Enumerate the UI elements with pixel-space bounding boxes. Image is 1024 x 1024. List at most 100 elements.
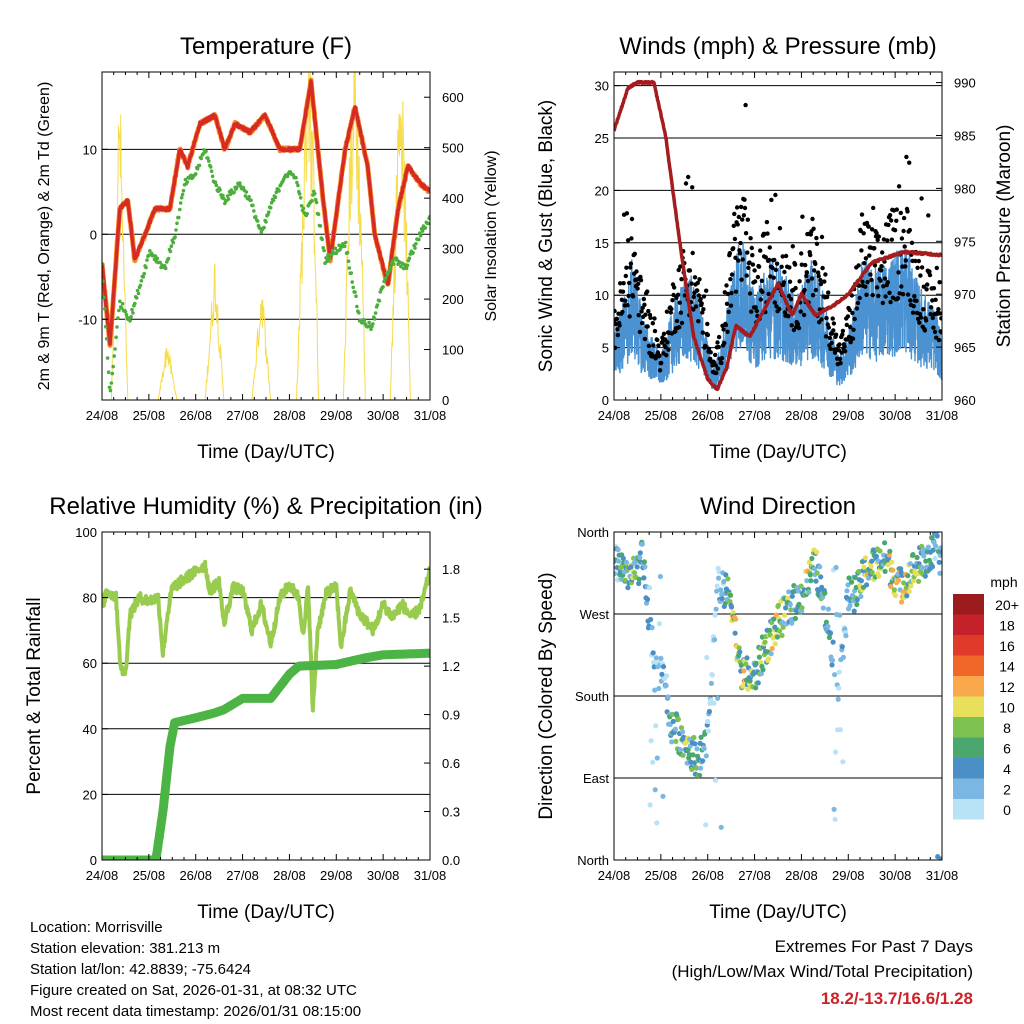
y-axis-label: Sonic Wind & Gust (Blue, Black) [536, 100, 557, 372]
gust-point [899, 236, 905, 241]
gust-point [648, 315, 653, 320]
wind-direction-point [936, 559, 942, 565]
gust-point [745, 217, 750, 222]
2m-dewpoint-point [349, 271, 354, 275]
gust-point [922, 328, 928, 333]
wind-direction-point [743, 661, 749, 667]
y2-tick-label: 0.9 [442, 708, 460, 723]
x-tick-label: 25/08 [645, 868, 678, 883]
legend-label: 6 [1003, 741, 1011, 757]
2m-dewpoint-point [197, 163, 202, 168]
wind-direction-point [755, 680, 761, 686]
2m-dewpoint-point [229, 188, 234, 192]
2m-dewpoint-point [353, 290, 357, 294]
gust-point [722, 340, 727, 346]
gust-point [770, 265, 775, 271]
2m-dewpoint-point [178, 201, 183, 205]
y2-tick-label: 990 [954, 76, 976, 91]
wind-direction-point [830, 639, 836, 645]
gust-point [725, 329, 730, 334]
2m-dewpoint-point [271, 198, 276, 203]
wind-direction-point [718, 587, 724, 593]
gust-point [666, 347, 671, 352]
wind-direction-point [789, 593, 795, 599]
wind-direction-point [753, 660, 759, 667]
2m-dewpoint-point [423, 226, 428, 230]
legend-swatch [953, 799, 984, 820]
y-tick-label: 0 [602, 393, 609, 408]
wind-direction-point [933, 543, 939, 549]
x-tick-label: 29/08 [832, 408, 865, 423]
gust-point [798, 309, 803, 314]
plot-area [102, 559, 430, 860]
footer-info: Location: Morrisville Station elevation:… [30, 919, 973, 1020]
gust-point [777, 226, 783, 231]
gust-point [872, 246, 877, 251]
2m-dewpoint-point [370, 324, 374, 329]
wind-direction-point [654, 755, 660, 761]
2m-dewpoint-point [119, 306, 124, 310]
2m-dewpoint-point [111, 364, 115, 369]
y2-tick-label: 300 [442, 242, 464, 257]
y-tick-label: North [577, 853, 609, 868]
wind-direction-point [869, 569, 875, 576]
2m-dewpoint-point [144, 265, 148, 270]
gust-point [885, 280, 890, 285]
wind-direction-point [656, 621, 663, 627]
wind-direction-point [836, 669, 842, 675]
wind-direction-point [639, 541, 645, 547]
gust-point [848, 340, 853, 345]
gust-point [901, 215, 907, 221]
y2-tick-label: 1.8 [442, 562, 460, 577]
2m-dewpoint-point [134, 296, 139, 300]
2m-dewpoint-point [316, 212, 321, 216]
gust-point [752, 279, 758, 284]
wind-direction-point [736, 645, 742, 651]
gust-point [615, 332, 621, 338]
2m-dewpoint-point [249, 198, 253, 202]
2m-dewpoint-point [129, 315, 133, 319]
2m-dewpoint-point [207, 159, 211, 163]
wind-direction-point [641, 575, 647, 581]
wind-direction-point [744, 655, 750, 661]
gust-point [894, 218, 899, 223]
gust-point [646, 308, 651, 314]
2m-dewpoint-point [367, 320, 371, 325]
gust-point [715, 366, 721, 371]
wind-direction-point [732, 630, 738, 636]
2m-dewpoint-point [369, 327, 373, 332]
x-tick-label: 26/08 [691, 868, 724, 883]
2m-dewpoint-point [420, 229, 425, 233]
2m-dewpoint-point [327, 256, 332, 261]
gust-point [861, 231, 866, 236]
gust-point [880, 250, 885, 255]
gust-point [692, 275, 698, 280]
gust-point [691, 294, 696, 300]
2m-dewpoint-point [399, 264, 403, 269]
wind-direction-point [654, 820, 660, 826]
2m-dewpoint-point [386, 272, 390, 277]
y2-tick-label: 500 [442, 141, 464, 156]
2m-dewpoint-point [135, 288, 140, 293]
gust-point [911, 304, 916, 309]
2m-dewpoint-point [301, 206, 306, 211]
wind-direction-point [813, 578, 819, 584]
wind-direction-point [807, 572, 814, 578]
gust-point [696, 293, 702, 298]
x-tick-label: 26/08 [179, 408, 212, 423]
y2-axis-label: Solar Insolation (Yellow) [483, 150, 500, 321]
2m-dewpoint-point [305, 212, 310, 216]
wind-direction-point [694, 746, 700, 752]
gust-point [661, 331, 667, 336]
gust-point [708, 350, 713, 355]
gust-point [772, 300, 777, 305]
legend-title: mph [990, 574, 1017, 590]
panel-title: Relative Humidity (%) & Precipitation (i… [49, 493, 482, 520]
gust-point [924, 287, 929, 292]
gust-point [693, 304, 699, 309]
y-tick-label: 100 [75, 525, 97, 540]
x-axis-label: Time (Day/UTC) [197, 902, 335, 923]
gust-point [750, 253, 755, 258]
gust-point [862, 261, 867, 266]
wind-direction-point [625, 585, 631, 591]
